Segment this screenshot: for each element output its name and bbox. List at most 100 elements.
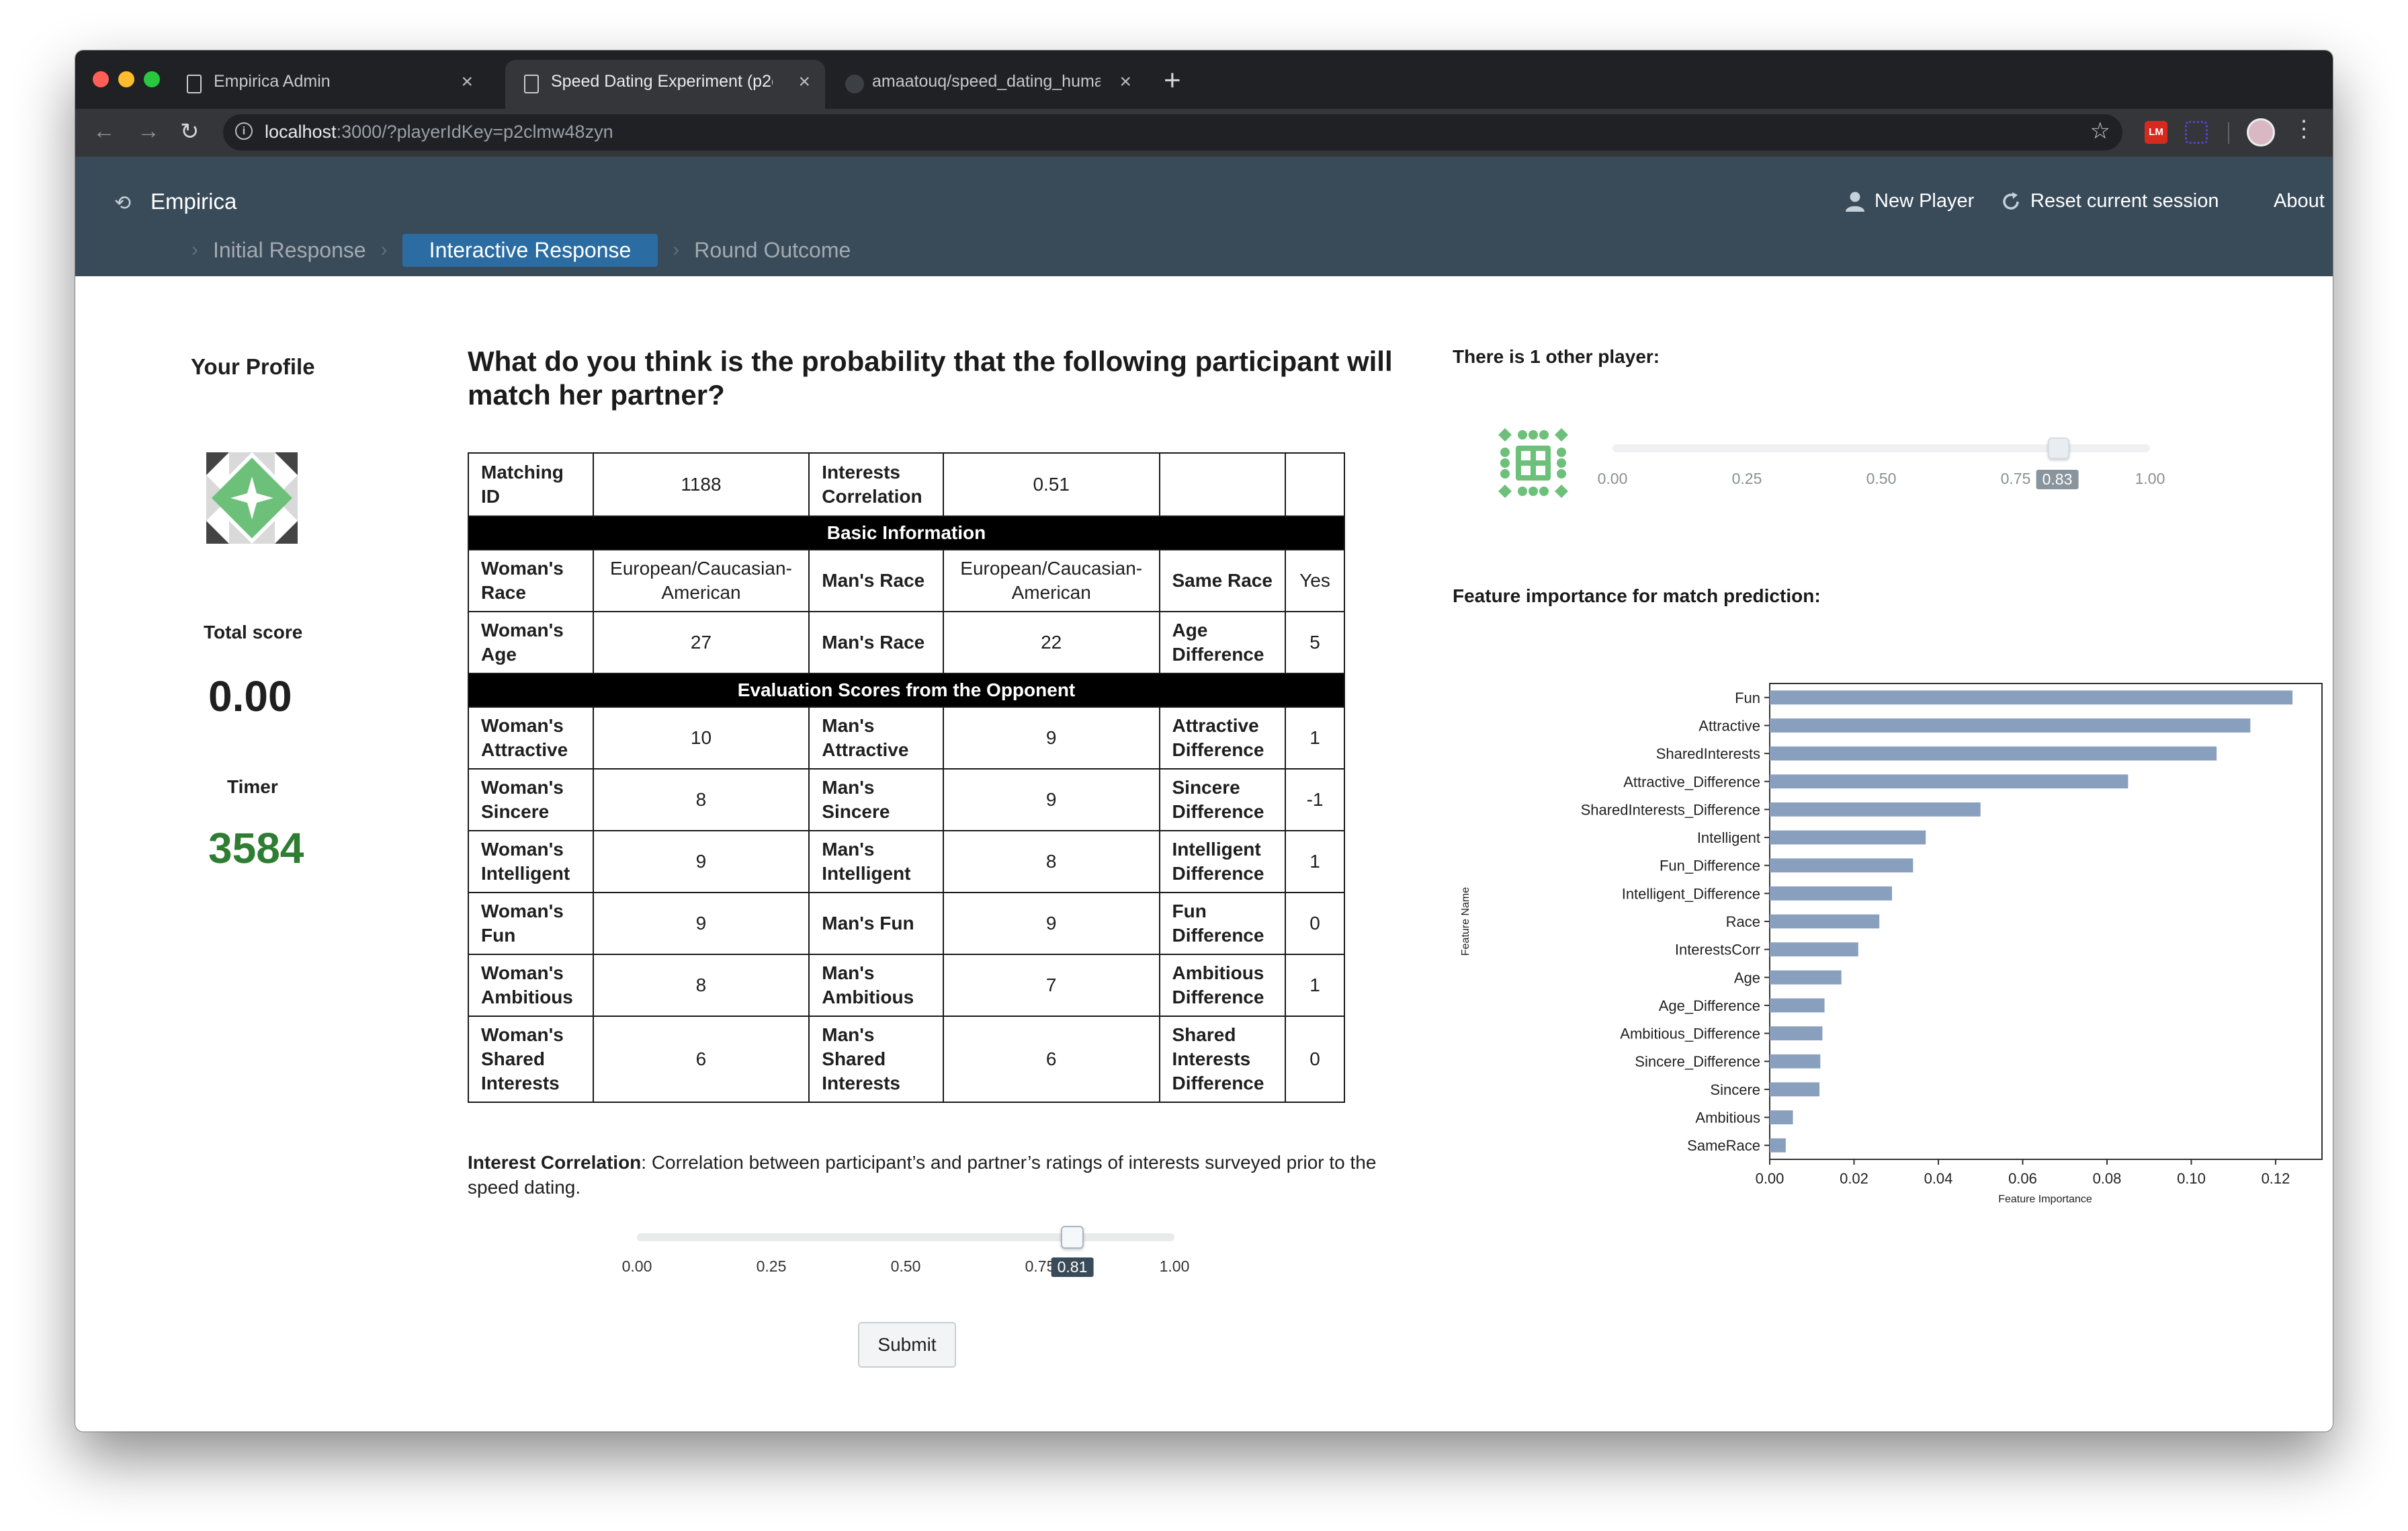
bookmark-star-icon[interactable]: ☆ — [2090, 118, 2110, 144]
y-tick-label: Sincere — [1710, 1081, 1760, 1098]
bar — [1770, 1054, 1821, 1069]
table-cell — [1158, 452, 1287, 517]
table-cell: 22 — [942, 611, 1160, 674]
toolbar-divider — [2228, 122, 2229, 144]
table-row: Woman's Sincere 8 Man's Sincere 9 Sincer… — [468, 768, 1345, 831]
new-player-button[interactable]: New Player — [1845, 190, 1974, 212]
slider-handle[interactable] — [1061, 1226, 1084, 1249]
table-cell: -1 — [1285, 768, 1345, 831]
table-cell: European/Caucasian-American — [942, 549, 1160, 612]
bar — [1770, 746, 2217, 761]
table-cell: Matching ID — [468, 452, 594, 517]
brand-link[interactable]: Empirica — [150, 189, 237, 214]
x-tick-label: 0.00 — [1756, 1170, 1784, 1187]
table-section-header: Evaluation Scores from the Opponent — [468, 673, 1345, 708]
table-cell: Man's Race — [808, 611, 944, 674]
table-cell: Man's Fun — [808, 892, 944, 955]
slider-tick-label: 0.00 — [621, 1257, 652, 1275]
person-icon — [1846, 192, 1864, 212]
slider-tick-label: 0.25 — [1731, 470, 1762, 487]
y-tick-label: Age — [1734, 969, 1760, 986]
new-tab-icon[interactable]: + — [1164, 64, 1181, 97]
table-cell: Ambitious Difference — [1158, 954, 1287, 1017]
slider-tick-label: 0.75 — [2000, 470, 2031, 487]
profile-avatar-icon[interactable] — [2247, 118, 2275, 147]
table-cell: Yes — [1285, 549, 1345, 612]
table-cell: 0 — [1285, 892, 1345, 955]
slider-tick-label: 0.50 — [890, 1257, 921, 1275]
other-players-title: There is 1 other player: — [1453, 346, 1660, 367]
bar — [1770, 774, 2128, 789]
maximize-window-button[interactable] — [144, 71, 160, 87]
close-tab-icon[interactable]: × — [798, 71, 810, 93]
table-cell: Man's Ambitious — [808, 954, 944, 1017]
y-axis-label: Feature Name — [1460, 887, 1471, 956]
slider-track — [1612, 444, 2150, 452]
bar — [1770, 970, 1842, 985]
y-tick-label: SharedInterests — [1656, 745, 1760, 762]
tab-strip: Empirica Admin × Speed Dating Experiment… — [75, 50, 2333, 109]
info-icon[interactable]: i — [235, 122, 253, 140]
page-icon — [524, 75, 539, 93]
bar — [1770, 830, 1926, 845]
profile-title: Your Profile — [191, 354, 315, 379]
table-cell: Same Race — [1158, 549, 1287, 612]
submit-button[interactable]: Submit — [858, 1322, 956, 1368]
slider-tick-label: 0.25 — [756, 1257, 787, 1275]
menu-kebab-icon[interactable]: ⋮ — [2292, 116, 2315, 142]
breadcrumb-round-outcome: Round Outcome — [694, 237, 851, 262]
interest-correlation-note: Interest Correlation: Correlation betwee… — [468, 1150, 1381, 1200]
reload-icon[interactable]: ↻ — [180, 119, 200, 144]
tab-speed-dating[interactable]: Speed Dating Experiment (p2c × — [505, 60, 825, 109]
other-player-slider: 0.00 0.25 0.50 0.75 1.00 0.83 — [1598, 438, 2165, 489]
close-window-button[interactable] — [93, 71, 109, 87]
probability-slider[interactable]: 0.00 0.25 0.50 0.75 1.00 0.81 — [622, 1226, 1189, 1277]
note-text: : Correlation between participant’s and … — [468, 1152, 1377, 1198]
slider-tick-label: 1.00 — [2135, 470, 2165, 487]
table-cell: Sincere Difference — [1158, 768, 1287, 831]
slider-tick-label: 0.50 — [1866, 470, 1897, 487]
table-cell: Woman's Shared Interests — [468, 1016, 594, 1103]
breadcrumb-initial-response: Initial Response — [212, 237, 366, 262]
y-tick-label: Race — [1726, 913, 1760, 930]
table-cell: Woman's Sincere — [468, 768, 594, 831]
table-cell: 10 — [592, 706, 810, 770]
x-tick-label: 0.10 — [2177, 1170, 2206, 1187]
forward-icon[interactable]: → — [137, 118, 160, 144]
table-cell: 27 — [592, 611, 810, 674]
x-tick-label: 0.06 — [2008, 1170, 2037, 1187]
table-cell: Woman's Race — [468, 549, 594, 612]
table-cell: Man's Attractive — [808, 706, 944, 770]
table-cell: Man's Race — [808, 549, 944, 612]
slider-track[interactable] — [637, 1233, 1174, 1241]
extension-lm-icon[interactable]: LM — [2145, 121, 2167, 144]
table-row: Woman's Shared Interests 6 Man's Shared … — [468, 1016, 1345, 1103]
slider-tick-label: 0.75 — [1025, 1257, 1056, 1275]
back-icon[interactable]: ← — [93, 118, 116, 144]
table-cell: Age Difference — [1158, 611, 1287, 674]
minimize-window-button[interactable] — [118, 71, 134, 87]
y-tick-label: Ambitious_Difference — [1620, 1026, 1760, 1042]
y-tick-label: InterestsCorr — [1675, 942, 1760, 958]
bar — [1770, 1026, 1823, 1040]
table-section-header: Basic Information — [468, 515, 1345, 550]
total-score-value: 0.00 — [208, 672, 292, 720]
table-row: Woman's Race European/Caucasian-American… — [468, 549, 1345, 612]
tab-empirica-admin[interactable]: Empirica Admin × — [168, 60, 488, 109]
reset-session-button[interactable]: Reset current session — [2001, 190, 2219, 212]
x-tick-label: 0.12 — [2262, 1170, 2290, 1187]
extension-icon[interactable] — [2185, 121, 2208, 144]
tab-github[interactable]: amaatouq/speed_dating_huma × — [826, 60, 1146, 109]
table-cell: 1188 — [592, 452, 810, 517]
note-term: Interest Correlation — [468, 1152, 642, 1173]
y-tick-label: SharedInterests_Difference — [1581, 801, 1760, 818]
table-cell: Woman's Ambitious — [468, 954, 594, 1017]
close-tab-icon[interactable]: × — [461, 71, 473, 93]
table-cell: 5 — [1285, 611, 1345, 674]
y-tick-label: Fun — [1735, 690, 1760, 706]
y-tick-label: Age_Difference — [1659, 997, 1760, 1014]
about-link[interactable]: About — [2274, 190, 2325, 212]
address-bar[interactable]: i localhost:3000/?playerIdKey=p2clmw48zy… — [223, 114, 2122, 151]
close-tab-icon[interactable]: × — [1119, 71, 1131, 93]
table-cell: Intelligent Difference — [1158, 830, 1287, 893]
